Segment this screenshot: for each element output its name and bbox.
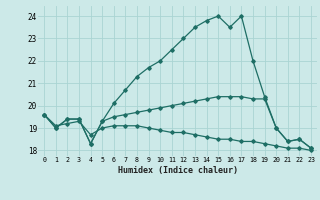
X-axis label: Humidex (Indice chaleur): Humidex (Indice chaleur) bbox=[118, 166, 238, 175]
